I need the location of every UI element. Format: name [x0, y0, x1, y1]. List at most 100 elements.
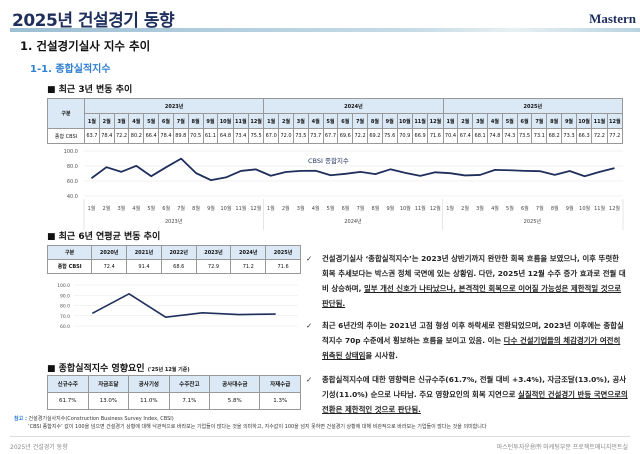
check-icon: ✓ — [306, 375, 313, 384]
x-tick-label: 8월 — [372, 205, 380, 212]
value-cell: 68.2 — [546, 128, 563, 144]
value-cell: 72.0 — [278, 128, 294, 144]
value-cell: 71.6 — [427, 128, 444, 144]
value-cell: 67.7 — [322, 128, 339, 144]
x-tick-label: 9월 — [566, 205, 574, 212]
value-cell: 80.2 — [128, 128, 145, 144]
month-header: 7월 — [352, 113, 368, 129]
month-header: 11월 — [591, 113, 608, 129]
title-divider — [10, 28, 640, 32]
value-cell: 72.2 — [113, 128, 130, 144]
factors-heading: ■ 종합실적지수 영향요인 ('25년 12월 기준) — [47, 361, 190, 374]
value-cell: 64.8 — [217, 128, 234, 144]
month-header: 7월 — [531, 113, 548, 129]
x-tick-label: 7월 — [536, 205, 544, 212]
x-tick-label: 8월 — [551, 205, 559, 212]
footer-right: 마스턴투자운용㈜ 마케팅부문 프로젝트매니지먼트실 — [496, 444, 628, 451]
month-header: 12월 — [247, 113, 265, 129]
factors-heading-note: ('25년 12월 기준) — [147, 367, 190, 373]
footer-left: 2025년 건설경기 동향 — [10, 444, 68, 451]
series-label: CBSI 종합지수 — [308, 156, 349, 165]
mastern-logo: Mastern — [589, 11, 636, 26]
x-tick-label: 1월 — [88, 205, 96, 212]
annual-cbsi-table: 구분 2020년 2021년 2022년 2023년 2024년 2025년 종합 CBSI… — [46, 245, 301, 274]
x-tick-label: 11월 — [415, 205, 426, 212]
factor-label: 신규수주 — [47, 375, 89, 393]
value-cell: 73.5 — [516, 128, 533, 144]
month-header: 9월 — [561, 113, 577, 129]
x-tick-label: 3월 — [297, 205, 305, 212]
section-title: 1. 건설경기실사 지수 추이 — [20, 39, 151, 53]
value-cell: 69.2 — [366, 128, 383, 144]
x-tick-label: 7월 — [177, 205, 185, 212]
factor-value: 1.3% — [259, 392, 301, 410]
bullet-text: 종합실적지수에 대한 영향력은 신규수주(61.7%, 전월 대비 +3.4%)… — [322, 375, 627, 399]
month-header: 1월 — [442, 113, 459, 129]
month-header: 1월 — [84, 113, 100, 129]
x-tick-label: 9월 — [207, 205, 215, 212]
month-header: 6월 — [337, 113, 354, 129]
year-header: 2023년 — [83, 98, 265, 114]
value-cell: 73.1 — [531, 128, 548, 144]
factor-value: 7.1% — [168, 392, 211, 410]
month-header: 2월 — [278, 113, 294, 129]
x-tick-label: 10월 — [579, 205, 590, 212]
factors-heading-text: ■ 종합실적지수 영향요인 — [47, 364, 145, 374]
year-header: 2025년 — [442, 98, 624, 114]
month-header: 5월 — [143, 113, 160, 129]
bullet-underlined: 실질적인 건설경기 반등 국면으로의 전환은 제한적인 것으로 판단됨. — [322, 390, 628, 414]
bullet-text: 건설경기실사 ‘종합실적지수’는 2023년 상반기까지 완만한 회복 흐름을 … — [322, 254, 626, 293]
value-cell: 89.8 — [172, 128, 189, 144]
x-tick-label: 11월 — [594, 205, 605, 212]
annual-cbsi-line — [91, 293, 276, 318]
value-cell: 91.4 — [126, 259, 162, 274]
footer-divider — [10, 436, 630, 437]
monthly-cbsi-table: 구분 2023년 2024년 2025년 1월 2월 3월 4월 5월 6월 7월 8월 9월 10월 1… — [47, 98, 624, 144]
x-tick-label: 12월 — [609, 205, 620, 212]
bullet-underlined: 일부 개선 신호가 나타났으나, 본격적인 회복으로 이어질 가능성은 제한적일… — [322, 284, 622, 308]
month-header: 8월 — [546, 113, 563, 129]
check-icon: ✓ — [306, 254, 313, 263]
x-tick-label: 7월 — [357, 205, 365, 212]
value-cell: 71.6 — [265, 259, 301, 274]
x-tick-label: 1월 — [267, 205, 275, 212]
bullet-1: ✓ 건설경기실사 ‘종합실적지수’는 2023년 상반기까지 완만한 회복 흐름을… — [306, 251, 628, 311]
bullet-text-end: 을 시사함. — [365, 351, 398, 360]
factor-value: 5.8% — [209, 392, 261, 410]
value-cell: 61.1 — [202, 128, 219, 144]
factor-label: 공사기성 — [128, 375, 170, 393]
value-cell: 70.9 — [396, 128, 413, 144]
factor-label: 공사대수금 — [209, 375, 261, 393]
year-header: 2025년 — [265, 245, 301, 260]
row-label: 종합 CBSI — [46, 259, 93, 274]
factor-value: 13.0% — [87, 392, 130, 410]
month-header: 3월 — [113, 113, 130, 129]
x-tick-label: 4월 — [312, 205, 320, 212]
annual-cbsi-chart: 100.0 90.0 80.0 70.0 60.0 — [57, 283, 298, 330]
value-cell: 73.3 — [561, 128, 577, 144]
value-cell: 68.1 — [472, 128, 489, 144]
month-header: 12월 — [606, 113, 624, 129]
month-header: 9월 — [202, 113, 219, 129]
x-tick-label: 4월 — [491, 205, 499, 212]
y-tick-label: 80.0 — [60, 304, 70, 310]
year-header: 2020년 — [91, 245, 128, 260]
month-header: 8월 — [187, 113, 204, 129]
value-cell: 66.3 — [575, 128, 593, 144]
x-tick-label: 3월 — [476, 205, 484, 212]
x-tick-label: 2월 — [461, 205, 469, 212]
month-header: 1월 — [263, 113, 280, 129]
value-cell: 72.4 — [91, 259, 128, 274]
x-group-label: 2025년 — [524, 218, 542, 225]
month-header: 10월 — [575, 113, 593, 129]
factor-value: 11.0% — [128, 392, 170, 410]
value-cell: 63.7 — [84, 128, 100, 144]
x-tick-label: 5월 — [327, 205, 335, 212]
check-icon: ✓ — [306, 321, 313, 330]
x-tick-label: 12월 — [250, 205, 261, 212]
notes: 참고 : 건설경기실사지수(Construction Business Surv… — [14, 415, 486, 431]
year-header: 2024년 — [230, 245, 267, 260]
value-cell: 70.5 — [187, 128, 204, 144]
year-header: 2021년 — [126, 245, 162, 260]
month-header: 11월 — [411, 113, 429, 129]
